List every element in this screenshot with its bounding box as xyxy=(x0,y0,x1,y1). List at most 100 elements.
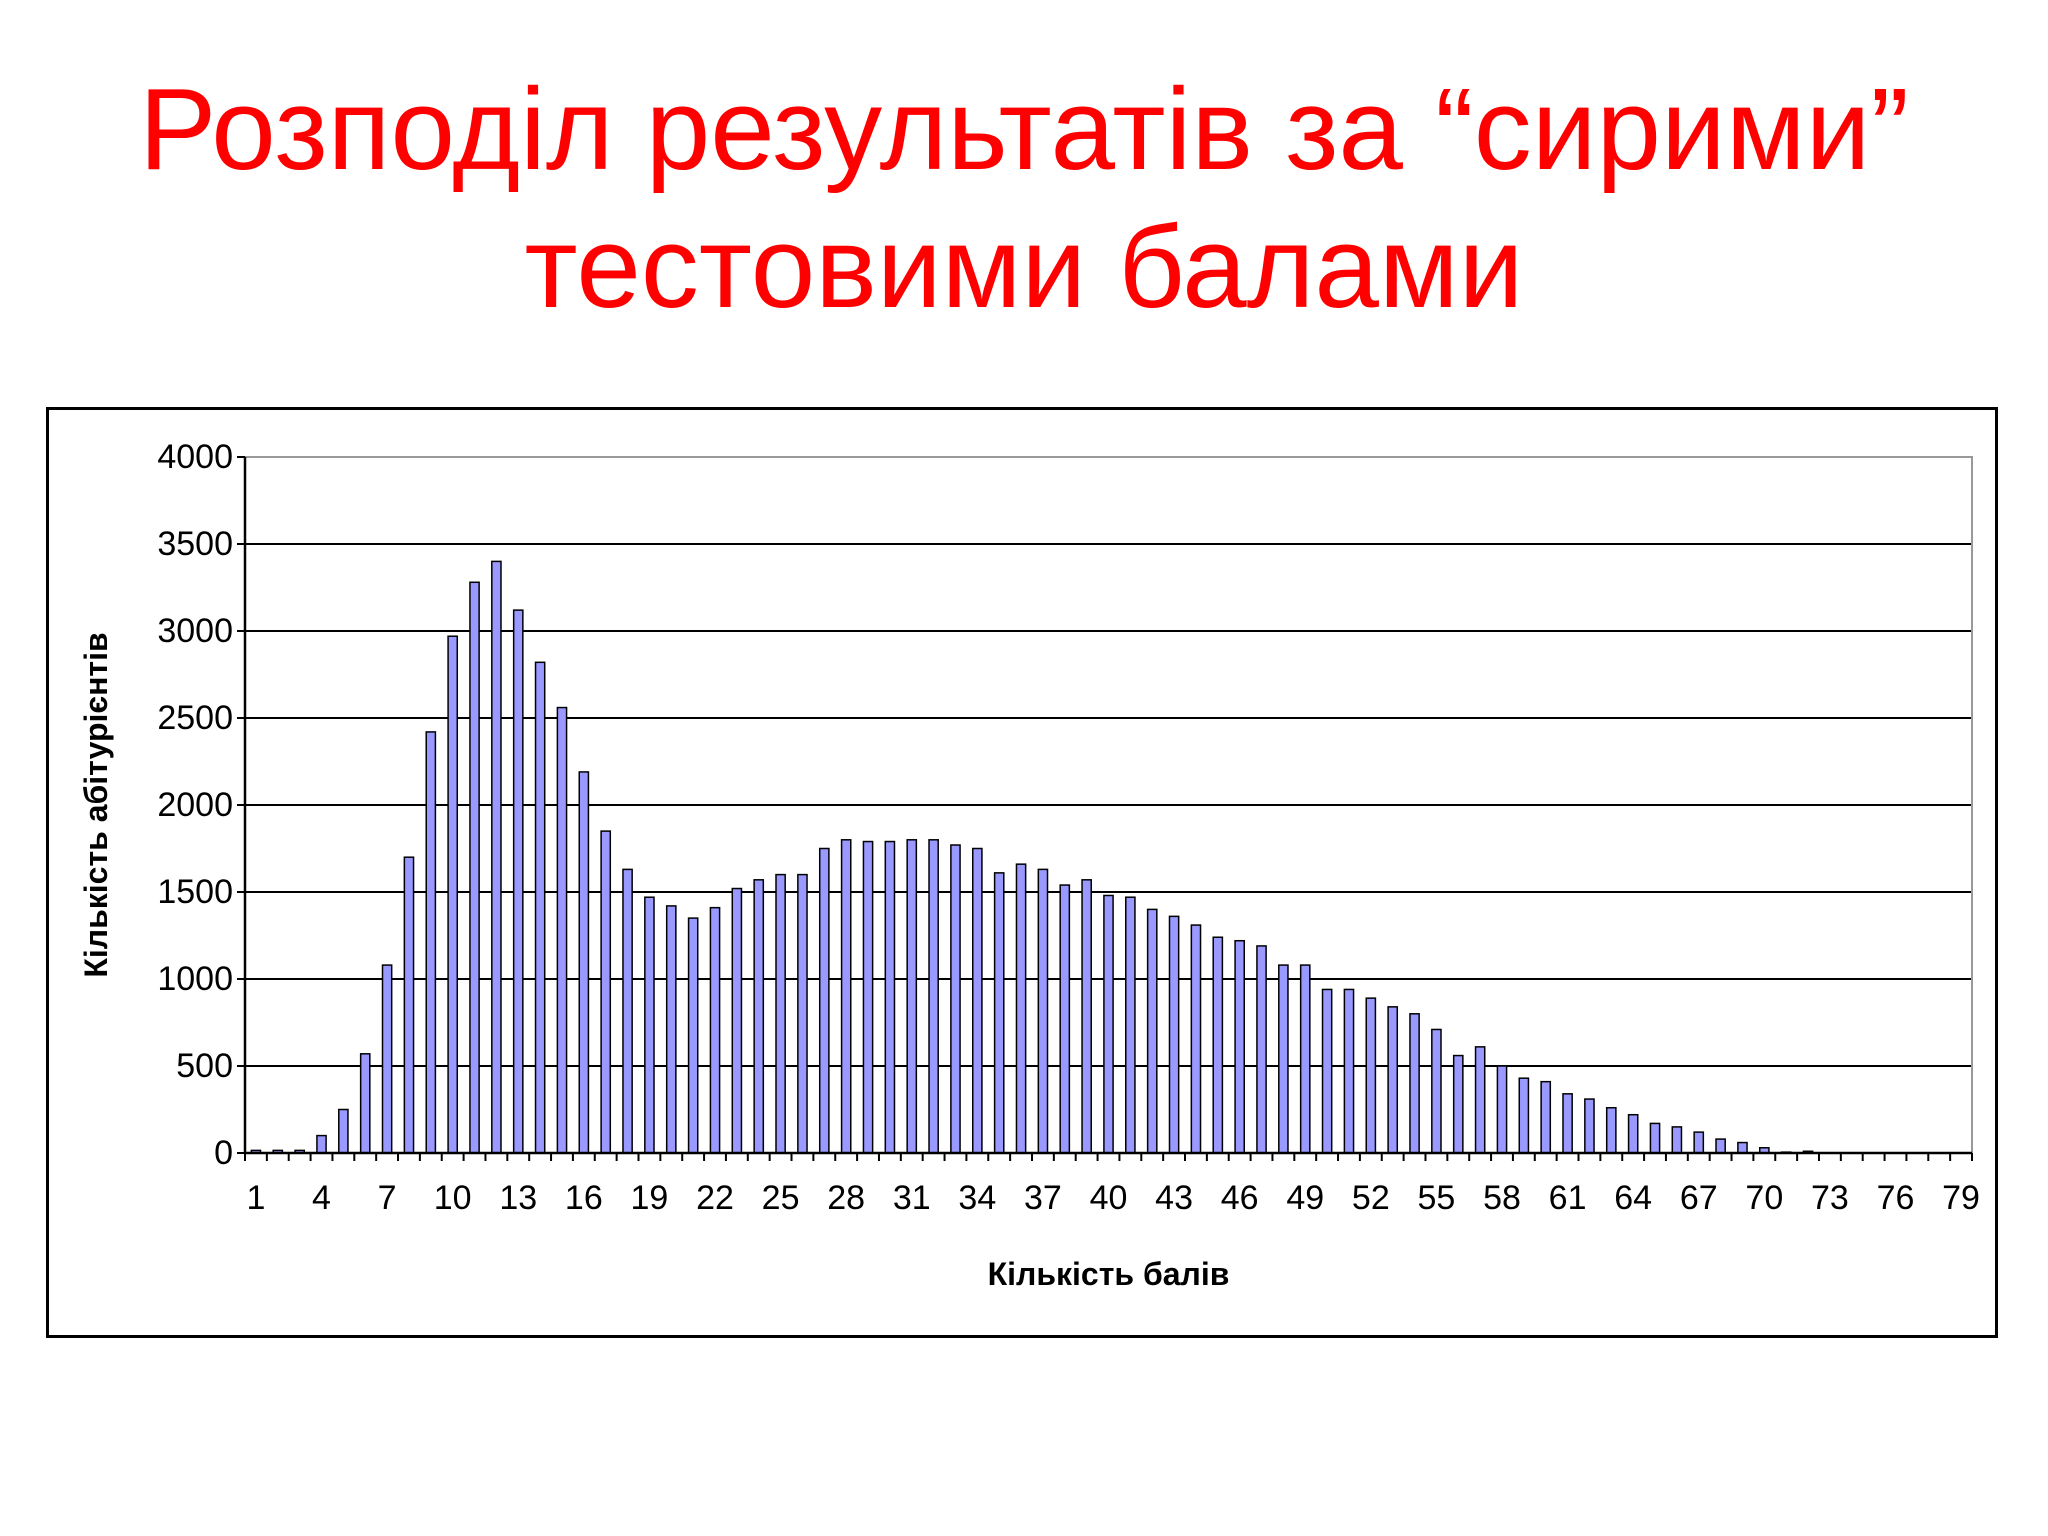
bar-69 xyxy=(1737,1141,1748,1154)
y-axis-title: Кількість абітурієнтів xyxy=(78,632,114,977)
bar-8 xyxy=(403,856,415,1154)
page-title-line-1: Розподіл результатів за “сирими” xyxy=(138,64,1910,194)
bar-20 xyxy=(665,905,677,1154)
bar-67 xyxy=(1693,1131,1705,1154)
bars xyxy=(250,560,1814,1154)
x-tick-label-55: 55 xyxy=(1417,1179,1455,1217)
bar-9 xyxy=(425,731,437,1154)
x-tick-label-34: 34 xyxy=(958,1179,996,1217)
bar-39 xyxy=(1081,879,1092,1154)
page-title: Розподіл результатів за “сирими” тестови… xyxy=(0,60,2048,336)
x-tick-label-16: 16 xyxy=(565,1179,603,1217)
y-tick-label-2500: 2500 xyxy=(157,699,233,737)
x-tick-label-31: 31 xyxy=(893,1179,931,1217)
bar-16 xyxy=(578,771,590,1154)
axes xyxy=(237,456,1973,1161)
x-tick-label-28: 28 xyxy=(827,1179,865,1217)
bar-18 xyxy=(622,868,633,1154)
bar-42 xyxy=(1146,908,1158,1154)
bar-6 xyxy=(359,1053,371,1154)
y-tick-label-2000: 2000 xyxy=(157,786,233,824)
bar-33 xyxy=(950,844,961,1154)
x-tick-label-4: 4 xyxy=(312,1179,331,1217)
bar-63 xyxy=(1605,1107,1617,1154)
bar-61 xyxy=(1562,1093,1573,1154)
bar-59 xyxy=(1518,1077,1530,1154)
bar-57 xyxy=(1474,1046,1486,1154)
y-tick-label-1500: 1500 xyxy=(157,873,233,911)
bar-10 xyxy=(447,635,459,1154)
x-tick-label-61: 61 xyxy=(1549,1179,1587,1217)
x-tick-label-46: 46 xyxy=(1221,1179,1259,1217)
x-tick-label-67: 67 xyxy=(1680,1179,1718,1217)
bar-37 xyxy=(1037,868,1049,1154)
x-tick-label-64: 64 xyxy=(1614,1179,1652,1217)
y-tick-label-500: 500 xyxy=(176,1047,233,1085)
bar-64 xyxy=(1627,1113,1639,1154)
bar-53 xyxy=(1387,1006,1399,1154)
x-tick-label-73: 73 xyxy=(1811,1179,1849,1217)
bar-21 xyxy=(687,917,699,1154)
x-tick-label-49: 49 xyxy=(1286,1179,1324,1217)
bar-12 xyxy=(491,560,502,1154)
bar-4 xyxy=(316,1134,327,1154)
page-title-line-2: тестовими балами xyxy=(524,202,1524,332)
x-tick-label-22: 22 xyxy=(696,1179,734,1217)
y-tick-label-4000: 4000 xyxy=(157,438,233,476)
bar-14 xyxy=(534,661,546,1154)
bar-68 xyxy=(1715,1138,1726,1154)
bar-51 xyxy=(1343,988,1355,1154)
y-tick-label-3500: 3500 xyxy=(157,525,233,563)
x-tick-label-58: 58 xyxy=(1483,1179,1521,1217)
bar-45 xyxy=(1212,936,1224,1154)
bar-65 xyxy=(1649,1122,1661,1154)
bar-43 xyxy=(1168,915,1180,1154)
bar-17 xyxy=(600,830,612,1154)
bar-52 xyxy=(1365,997,1377,1154)
bar-35 xyxy=(993,872,1005,1154)
bar-31 xyxy=(906,839,918,1154)
y-tick-label-3000: 3000 xyxy=(157,612,233,650)
bar-13 xyxy=(512,609,524,1154)
bar-54 xyxy=(1409,1013,1420,1154)
x-tick-label-40: 40 xyxy=(1090,1179,1128,1217)
bar-36 xyxy=(1015,863,1027,1154)
y-tick-label-1000: 1000 xyxy=(157,960,233,998)
bar-50 xyxy=(1321,988,1333,1154)
bar-25 xyxy=(775,873,786,1154)
bar-15 xyxy=(556,706,568,1154)
bar-55 xyxy=(1431,1028,1442,1154)
bar-41 xyxy=(1125,896,1136,1154)
chart-frame: 0 500 1000 1500 2000 2500 3000 3500 4000 1 4 7 10 13 1… xyxy=(46,407,1998,1338)
x-tick-label-43: 43 xyxy=(1155,1179,1193,1217)
x-axis-title: Кількість балів xyxy=(988,1256,1230,1292)
x-tick-label-1: 1 xyxy=(246,1179,265,1217)
bar-49 xyxy=(1299,964,1311,1154)
bar-34 xyxy=(971,847,983,1154)
x-tick-label-70: 70 xyxy=(1745,1179,1783,1217)
x-tick-label-79: 79 xyxy=(1942,1179,1980,1217)
bar-30 xyxy=(884,840,896,1154)
bar-60 xyxy=(1540,1080,1552,1154)
tick-labels: 0 500 1000 1500 2000 2500 3000 3500 4000 1 4 7 10 13 1… xyxy=(157,438,1980,1217)
bar-7 xyxy=(381,964,393,1154)
x-tick-label-19: 19 xyxy=(631,1179,669,1217)
bar-22 xyxy=(709,906,721,1154)
bar-5 xyxy=(338,1108,349,1154)
bar-32 xyxy=(928,839,939,1154)
x-tick-label-37: 37 xyxy=(1024,1179,1062,1217)
bar-56 xyxy=(1452,1054,1464,1154)
bar-40 xyxy=(1103,894,1114,1154)
bar-27 xyxy=(818,847,830,1154)
bar-28 xyxy=(840,839,852,1154)
gridlines xyxy=(245,456,1972,1067)
bar-19 xyxy=(644,896,655,1154)
x-tick-label-13: 13 xyxy=(499,1179,537,1217)
bar-11 xyxy=(469,581,480,1154)
bar-66 xyxy=(1671,1126,1683,1154)
bar-62 xyxy=(1584,1098,1595,1154)
bar-46 xyxy=(1234,939,1246,1154)
y-tick-label-0: 0 xyxy=(214,1134,233,1172)
bar-44 xyxy=(1190,924,1202,1154)
bar-23 xyxy=(731,887,743,1154)
